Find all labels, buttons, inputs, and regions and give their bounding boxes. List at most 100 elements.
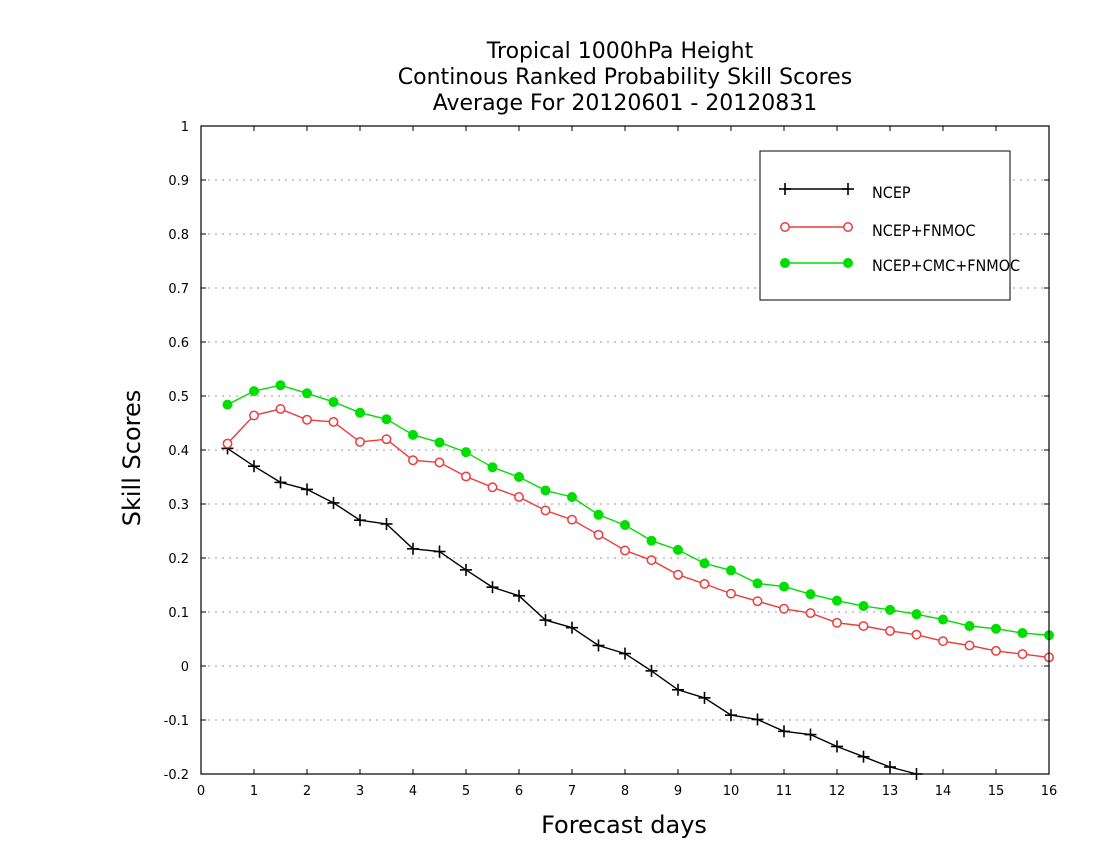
x-tick-label: 4 bbox=[409, 784, 417, 799]
data-point bbox=[991, 623, 1001, 634]
legend-label-ncep-fnmoc: NCEP+FNMOC bbox=[872, 221, 976, 240]
data-point bbox=[540, 485, 551, 496]
data-point bbox=[381, 414, 392, 425]
legend-sample-ncep bbox=[779, 183, 854, 195]
x-tick-label: 1 bbox=[250, 784, 258, 799]
data-point bbox=[672, 683, 684, 696]
data-point bbox=[249, 410, 259, 421]
data-point bbox=[725, 709, 737, 722]
x-tick-label: 10 bbox=[723, 784, 740, 799]
data-point bbox=[380, 517, 393, 530]
chart-title-line-2: Continous Ranked Probability Skill Score… bbox=[398, 65, 852, 90]
legend-marker bbox=[843, 258, 853, 268]
data-point bbox=[248, 460, 260, 473]
x-tick-label: 12 bbox=[829, 784, 846, 799]
x-axis: 0 1 2 3 4 5 6 7 8 9 10 11 12 13 14 15 16 bbox=[197, 126, 1057, 799]
data-point bbox=[646, 555, 657, 566]
data-point bbox=[328, 416, 339, 427]
data-point bbox=[673, 569, 683, 580]
data-point bbox=[885, 604, 895, 615]
legend-label-ncep-cmc-fnmoc: NCEP+CMC+FNMOC bbox=[872, 256, 1020, 275]
data-point bbox=[778, 725, 790, 738]
data-point bbox=[964, 640, 975, 651]
y-tick-label: 0.1 bbox=[168, 606, 189, 621]
data-point bbox=[620, 520, 630, 531]
chart-title: Tropical 1000hPa Height Continous Ranked… bbox=[398, 39, 852, 116]
data-point bbox=[964, 621, 975, 632]
data-point bbox=[991, 645, 1001, 656]
series-line bbox=[227, 384, 1050, 636]
x-tick-label: 0 bbox=[197, 784, 205, 799]
y-tick-label: 0.7 bbox=[168, 282, 189, 297]
data-point bbox=[408, 455, 418, 466]
data-point bbox=[487, 462, 498, 473]
y-tick-label: -0.1 bbox=[164, 714, 189, 729]
data-point bbox=[567, 491, 577, 502]
data-point bbox=[885, 625, 895, 636]
data-point bbox=[407, 542, 419, 555]
data-point bbox=[487, 482, 498, 493]
data-point bbox=[434, 457, 445, 468]
legend-marker bbox=[780, 258, 790, 268]
data-point bbox=[222, 399, 233, 410]
y-tick-label: 0 bbox=[181, 660, 189, 675]
data-point bbox=[592, 639, 605, 652]
data-point bbox=[302, 414, 312, 425]
data-point bbox=[354, 514, 366, 527]
data-point bbox=[355, 407, 365, 418]
x-tick-label: 15 bbox=[988, 784, 1005, 799]
y-tick-label: 0.9 bbox=[168, 174, 189, 189]
data-point bbox=[832, 595, 842, 606]
data-point bbox=[433, 545, 446, 558]
data-point bbox=[805, 589, 816, 600]
data-point bbox=[779, 581, 789, 592]
data-point bbox=[275, 404, 286, 414]
legend-marker bbox=[842, 183, 854, 195]
chart-title-line-3: Average For 20120601 - 20120831 bbox=[433, 91, 818, 116]
data-point bbox=[752, 596, 763, 607]
legend-box bbox=[759, 150, 1011, 301]
data-point bbox=[514, 492, 524, 502]
legend-sample-ncep-cmc-fnmoc bbox=[780, 258, 853, 268]
data-point bbox=[486, 581, 499, 594]
data-point bbox=[673, 544, 683, 555]
data-point bbox=[619, 647, 631, 660]
x-tick-label: 9 bbox=[674, 784, 682, 799]
data-point bbox=[620, 545, 630, 556]
x-tick-label: 14 bbox=[935, 784, 952, 799]
legend-sample-ncep-fnmoc bbox=[780, 222, 853, 232]
x-tick-label: 3 bbox=[356, 784, 364, 799]
data-point bbox=[858, 601, 869, 612]
x-tick-label: 7 bbox=[568, 784, 576, 799]
y-tick-label: -0.2 bbox=[164, 768, 189, 783]
legend: NCEP NCEP+FNMOC NCEP+CMC+FNMOC bbox=[759, 150, 1020, 301]
data-point bbox=[699, 558, 710, 569]
data-point bbox=[327, 496, 340, 509]
data-point bbox=[460, 563, 472, 576]
data-point bbox=[698, 691, 711, 704]
data-point bbox=[514, 472, 524, 482]
y-tick-label: 0.3 bbox=[168, 498, 189, 513]
y-tick-label: 0.8 bbox=[168, 228, 189, 243]
data-point bbox=[699, 578, 710, 589]
x-tick-label: 13 bbox=[882, 784, 899, 799]
data-point bbox=[751, 713, 764, 726]
data-point bbox=[566, 621, 578, 634]
data-point bbox=[434, 437, 445, 448]
data-point bbox=[1017, 649, 1028, 660]
data-point bbox=[938, 636, 948, 647]
data-point bbox=[274, 476, 287, 489]
legend-label-ncep: NCEP bbox=[872, 183, 911, 202]
data-point bbox=[911, 609, 922, 620]
data-point bbox=[275, 380, 286, 391]
y-tick-label: 0.6 bbox=[168, 336, 189, 351]
legend-marker bbox=[779, 183, 791, 195]
data-point bbox=[831, 740, 843, 753]
x-axis-title: Forecast days bbox=[541, 811, 707, 839]
data-point bbox=[645, 664, 658, 677]
y-axis: -0.2 -0.1 0 0.1 0.2 0.3 0.4 0.5 0.6 0.7 0.8 0.9 1 bbox=[164, 120, 1049, 783]
data-point bbox=[461, 447, 471, 458]
data-point bbox=[539, 614, 552, 627]
data-point bbox=[249, 386, 259, 397]
